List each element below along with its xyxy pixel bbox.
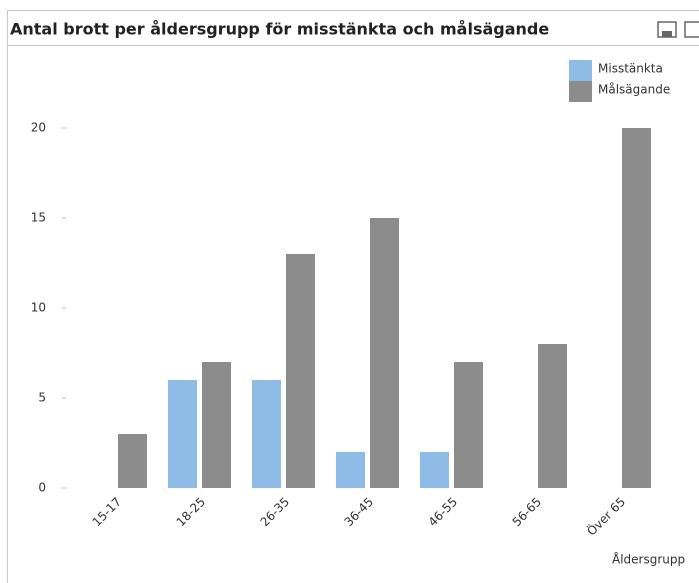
bar xyxy=(622,128,651,488)
x-tick-label: 46-55 xyxy=(426,495,461,530)
bar xyxy=(370,218,399,488)
y-tick-label: 10 xyxy=(31,301,46,315)
legend-swatch xyxy=(569,60,592,81)
chart-title: Antal brott per åldersgrupp för misstänk… xyxy=(10,20,549,39)
icon-shape xyxy=(662,31,672,37)
bar xyxy=(538,344,567,488)
bar xyxy=(420,452,449,488)
bar xyxy=(202,362,231,488)
panel-frame xyxy=(7,10,699,583)
bar xyxy=(118,434,147,488)
x-axis-label: Åldersgrupp xyxy=(612,552,685,567)
y-tick-label: 20 xyxy=(31,121,46,135)
bar xyxy=(454,362,483,488)
icon-shape xyxy=(684,21,699,38)
legend-label: Målsägande xyxy=(598,83,670,97)
x-tick-label: 18-25 xyxy=(174,495,209,530)
bar xyxy=(252,380,281,488)
y-tick-label: 15 xyxy=(31,211,46,225)
x-tick-label: 15-17 xyxy=(90,495,125,530)
bar xyxy=(168,380,197,488)
bar xyxy=(336,452,365,488)
x-tick-label: 26-35 xyxy=(258,495,293,530)
y-tick-label: 0 xyxy=(38,481,46,495)
legend-swatch xyxy=(569,81,592,102)
bar xyxy=(286,254,315,488)
export-icon[interactable] xyxy=(657,21,677,38)
y-tick-label: 5 xyxy=(38,391,46,405)
expand-icon[interactable] xyxy=(684,21,699,38)
legend-label: Misstänkta xyxy=(598,62,663,76)
x-tick-label: 36-45 xyxy=(342,495,377,530)
x-tick-label: 56-65 xyxy=(510,495,545,530)
x-tick-label: Över 65 xyxy=(583,493,628,538)
